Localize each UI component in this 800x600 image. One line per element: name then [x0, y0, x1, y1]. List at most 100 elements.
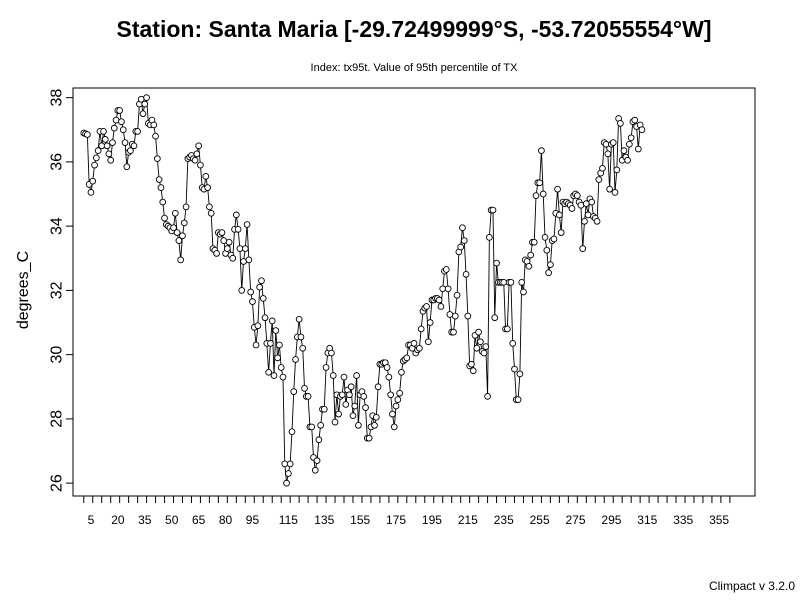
data-point [423, 303, 430, 310]
data-point [180, 219, 188, 227]
data-point [410, 340, 418, 347]
data-point [617, 119, 624, 127]
data-point [340, 373, 348, 381]
data-point [252, 341, 260, 349]
footer-credit: Climpact v 3.2.0 [709, 579, 795, 593]
x-tick-label: 295 [601, 513, 621, 527]
data-point [473, 344, 481, 352]
data-point [225, 238, 233, 246]
data-point [243, 221, 251, 228]
x-tick-label: 315 [637, 513, 657, 527]
data-point [602, 140, 610, 148]
data-point [416, 344, 423, 352]
data-point [491, 314, 499, 322]
data-point [152, 132, 159, 140]
data-point [279, 373, 287, 381]
data-point [179, 232, 186, 240]
data-point [301, 385, 308, 392]
data-point [349, 412, 357, 420]
data-point [338, 391, 346, 399]
data-point [392, 402, 400, 410]
data-point [283, 479, 290, 487]
data-point [308, 423, 316, 431]
data-point [238, 287, 246, 294]
data-point [360, 393, 368, 400]
data-point [112, 116, 120, 124]
data-point [459, 224, 466, 232]
x-tick-label: 5 [88, 513, 95, 527]
data-point [365, 434, 373, 442]
data-point [579, 245, 587, 252]
data-point [464, 312, 472, 320]
data-point [109, 139, 116, 146]
data-point [170, 224, 177, 232]
data-point [634, 145, 642, 153]
data-point [514, 396, 522, 403]
data-point [588, 198, 596, 206]
data-point [556, 211, 563, 219]
data-point [557, 229, 565, 236]
data-point [91, 161, 98, 169]
data-point [374, 383, 382, 391]
data-point [103, 142, 111, 150]
data-point [134, 128, 141, 135]
data-point [489, 206, 497, 214]
data-point [258, 277, 265, 285]
data-point [311, 466, 319, 474]
data-point [584, 211, 592, 219]
data-point [503, 325, 511, 333]
data-point [624, 156, 631, 164]
x-tick-label: 115 [279, 513, 298, 527]
y-tick-label: 26 [49, 474, 66, 492]
data-point [249, 298, 256, 305]
y-tick-label: 32 [49, 281, 66, 299]
data-point [213, 250, 220, 257]
data-point [161, 214, 168, 222]
x-axis: 5 20 35 50 65 80 95 115 135 155 175 195 215 235 255 275… [83, 495, 738, 527]
data-point [272, 327, 280, 334]
data-point [390, 423, 398, 431]
data-point [482, 343, 490, 350]
data-point [245, 256, 253, 264]
data-point [342, 401, 350, 408]
data-point [116, 107, 124, 114]
data-point [123, 163, 131, 171]
data-point [295, 315, 303, 323]
data-point [389, 410, 396, 418]
data-point [507, 279, 515, 286]
data-point [525, 262, 533, 270]
data-point [335, 410, 342, 418]
data-point [193, 150, 201, 158]
x-tick-label: 335 [673, 513, 693, 527]
data-point [627, 134, 635, 142]
x-tick-label: 255 [530, 513, 550, 527]
data-point [241, 245, 249, 252]
data-point [469, 367, 477, 375]
data-point [141, 100, 149, 108]
data-point [173, 229, 181, 236]
data-point [631, 116, 639, 124]
data-point [638, 126, 646, 134]
data-point [127, 147, 134, 155]
data-point [299, 344, 307, 352]
data-point [453, 291, 461, 299]
data-point [417, 325, 425, 333]
data-point [229, 254, 237, 262]
data-point [297, 333, 305, 341]
data-point [143, 94, 150, 101]
data-point [577, 201, 585, 209]
data-point [84, 131, 91, 138]
data-point [353, 372, 360, 379]
data-point [593, 217, 601, 225]
data-point [480, 349, 488, 357]
data-point [315, 436, 323, 444]
data-point [460, 237, 468, 244]
data-point [292, 356, 299, 363]
data-point [450, 328, 457, 336]
data-point [475, 328, 482, 336]
data-point [581, 217, 588, 225]
data-point [195, 142, 202, 150]
data-point [328, 349, 335, 357]
data-point [509, 340, 517, 347]
data-point [573, 192, 581, 199]
